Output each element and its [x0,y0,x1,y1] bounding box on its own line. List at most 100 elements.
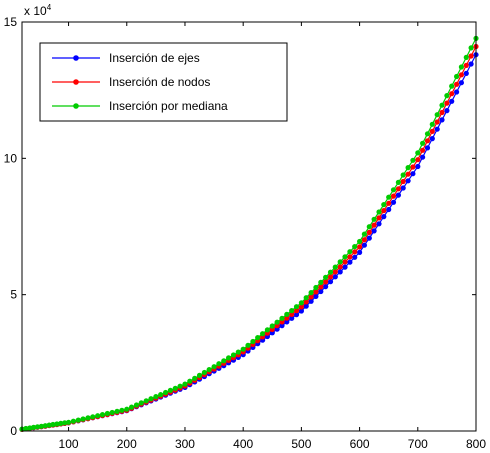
data-point [415,150,421,156]
y-tick-label: 15 [4,15,18,29]
data-point [99,412,106,418]
data-point [42,423,48,429]
data-point [342,264,348,270]
data-point [405,171,411,177]
data-point [206,367,212,373]
data-point [30,424,37,430]
legend-item-ejes: Inserción de ejes [52,51,200,65]
data-point [308,298,314,304]
data-point [405,165,411,171]
y-tick-label: 0 [10,424,17,438]
data-point [444,100,450,106]
data-point [454,81,460,87]
data-point [386,194,392,200]
data-point [424,138,431,144]
data-point [371,222,377,228]
legend-marker-ejes [73,55,79,61]
data-point [327,279,334,285]
data-point [327,269,334,275]
data-point [279,323,285,329]
data-point [167,387,173,393]
legend-label-nodos: Inserción de nodos [109,75,210,89]
data-point [192,375,198,381]
data-point [85,415,91,421]
data-point [133,402,140,408]
data-point [410,157,416,163]
data-point [371,216,377,222]
legend-label-ejes: Inserción de ejes [109,51,200,65]
data-point [318,288,324,295]
legend-item-nodos: Inserción de nodos [52,75,210,89]
data-point [182,381,188,387]
y-tick-label: 5 [10,288,17,302]
data-point [468,45,474,51]
data-point [361,242,367,248]
x-tick-label: 600 [350,437,370,451]
data-point [66,419,72,425]
data-point [298,308,304,314]
data-point [410,171,416,177]
data-point [390,193,397,199]
data-point [352,249,358,255]
data-point [240,346,246,352]
data-point [293,312,300,318]
data-point [361,231,367,237]
data-point [226,355,232,361]
y-tick-label: 10 [4,151,18,165]
data-point [458,72,464,78]
data-point [376,209,382,215]
legend-label-mediana: Inserción por mediana [109,99,228,113]
data-point [463,62,469,68]
data-point [420,154,426,160]
data-point [303,303,309,309]
data-point [395,186,401,192]
data-point [390,199,397,205]
data-point [148,396,154,402]
data-point [463,54,469,61]
legend: Inserción de ejes Inserción de nodos Ins… [39,42,288,122]
data-point [143,398,149,404]
data-point [337,269,343,275]
data-point [153,394,159,400]
data-point [289,315,295,321]
data-point [129,404,135,410]
data-point [80,416,86,422]
data-point [332,269,338,275]
data-point [274,319,280,325]
data-point [381,202,387,208]
data-point [434,126,440,132]
data-point [429,136,435,142]
data-point [332,274,338,280]
data-point [264,327,270,333]
data-point [298,304,304,310]
data-point [415,163,421,170]
data-point [269,323,275,329]
x-tick-label: 100 [59,437,79,451]
data-point [172,385,178,391]
x-tick-label: 700 [408,437,428,451]
data-point [124,406,130,412]
data-point [400,178,406,185]
data-point [342,254,348,260]
data-point [439,109,445,116]
data-point [90,414,96,420]
x-tick-label: 300 [175,437,195,451]
data-point [444,108,450,114]
data-point [62,420,68,426]
data-point [468,61,474,67]
data-point [386,206,392,213]
data-point [454,73,460,80]
data-point [313,289,319,295]
data-point [196,372,203,378]
data-point [293,304,300,310]
data-point [376,215,382,221]
data-point [54,421,60,427]
data-point [23,425,29,432]
data-point [449,91,455,97]
data-point [366,224,372,230]
data-point [323,274,329,280]
data-point [163,389,169,396]
data-point [158,392,164,398]
data-point [70,418,76,424]
